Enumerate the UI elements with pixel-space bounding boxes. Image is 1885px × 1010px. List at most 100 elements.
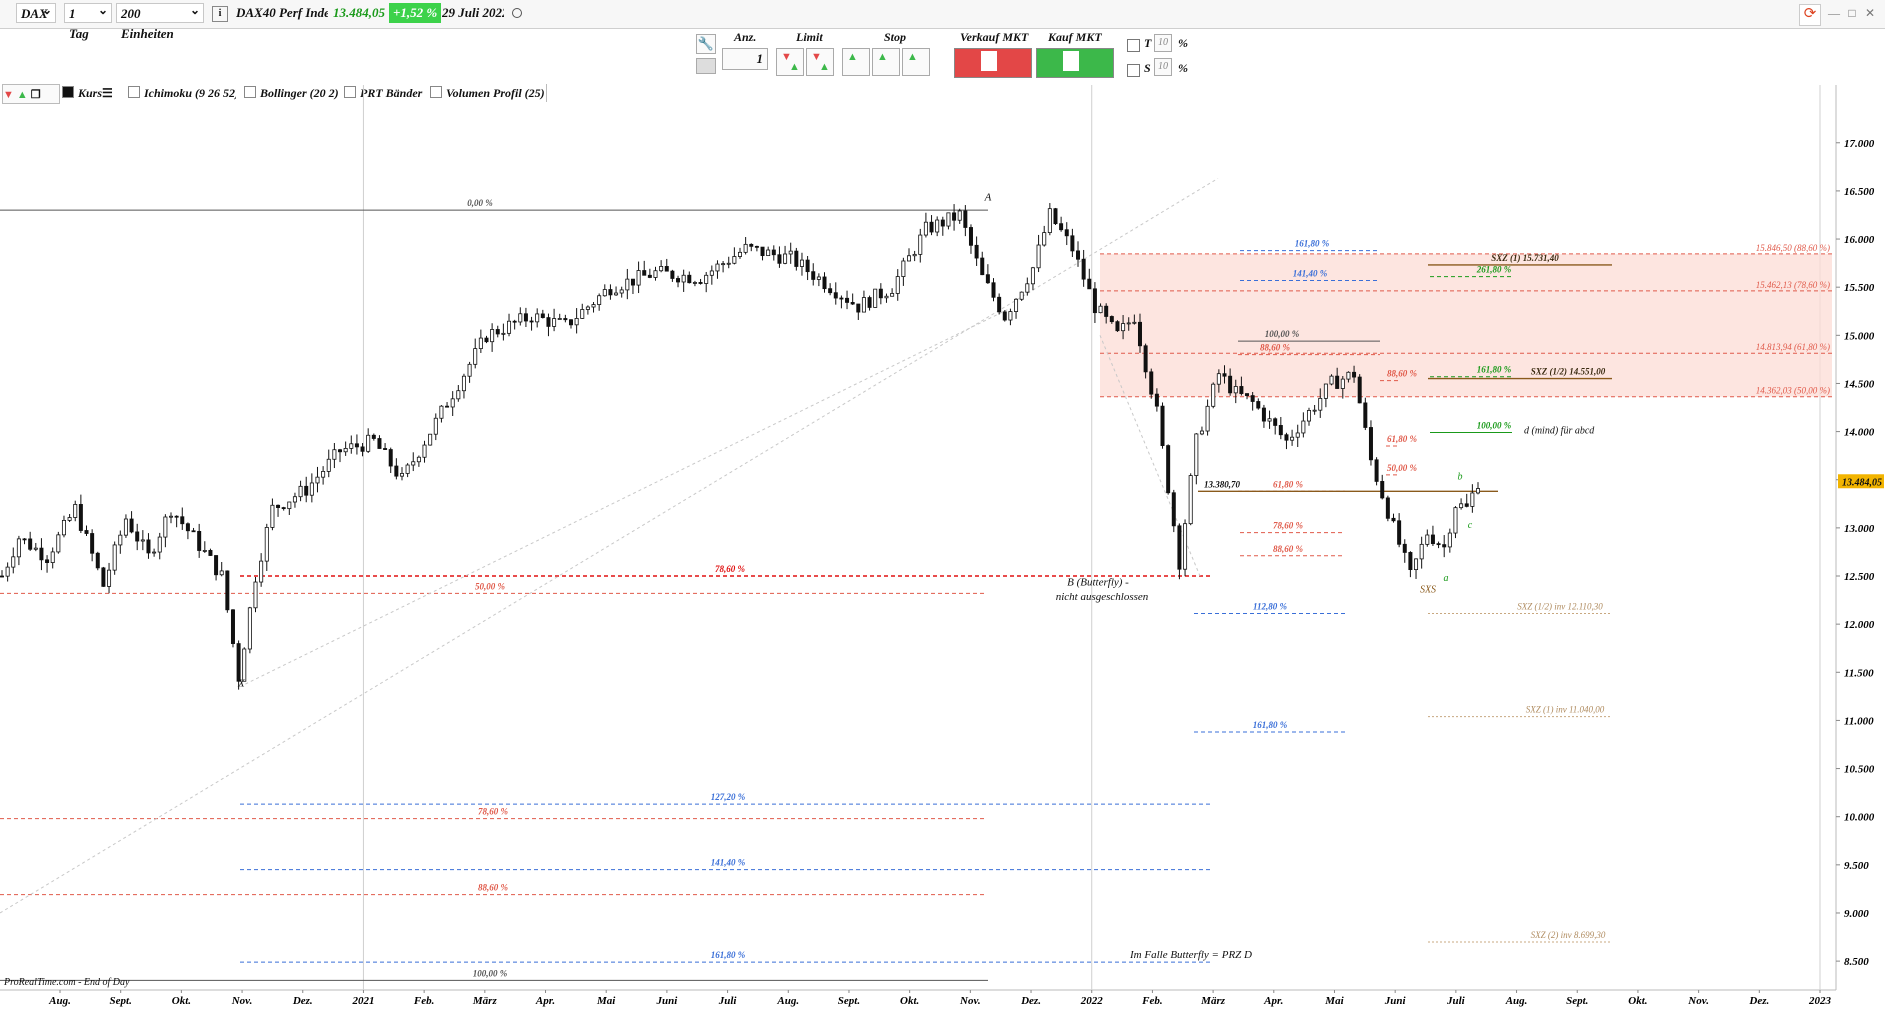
trend-line xyxy=(0,177,1219,914)
candle-body xyxy=(912,253,917,257)
trend-line xyxy=(239,307,1011,688)
candle-body xyxy=(50,551,55,563)
stop-button-3[interactable]: ▲ xyxy=(902,48,930,76)
x-tick-label: Okt. xyxy=(900,995,919,1007)
candle-body xyxy=(298,485,303,498)
candle-body xyxy=(1408,552,1413,571)
candle-body xyxy=(315,476,320,484)
candle-body xyxy=(501,332,506,335)
close-icon[interactable]: ✕ xyxy=(1864,6,1876,20)
indicator-volumen-profil[interactable]: Volumen Profil (25) xyxy=(430,84,547,102)
candle-body xyxy=(946,212,951,227)
sell-market-button[interactable] xyxy=(954,48,1032,78)
fib-level-label: 127,20 % xyxy=(711,792,746,802)
t-checkbox[interactable] xyxy=(1127,39,1140,52)
candle-body xyxy=(997,296,1002,313)
candle-body xyxy=(1183,523,1188,570)
candle-body xyxy=(980,257,985,276)
chart-annotation: c xyxy=(1468,520,1473,531)
chart-annotation: Im Falle Butterfly = PRZ D xyxy=(1129,949,1252,961)
candle-body xyxy=(473,348,478,365)
candle-body xyxy=(230,609,235,644)
limit-sell-button[interactable]: ▼ ▲ xyxy=(776,48,804,76)
limit-buy-button[interactable]: ▼ ▲ xyxy=(806,48,834,76)
candle-body xyxy=(1374,459,1379,482)
candle-body xyxy=(1132,321,1137,324)
timeframe-select[interactable]: 1 Tag xyxy=(64,0,112,41)
x-tick-label: 2023 xyxy=(1808,995,1832,1007)
arrow-down-icon: ▼ xyxy=(811,51,822,63)
minimize-icon[interactable]: — xyxy=(1828,6,1840,20)
candle-body xyxy=(1188,475,1193,525)
candle-body xyxy=(1352,371,1357,378)
candle-body xyxy=(276,504,281,508)
candle-body xyxy=(783,253,788,264)
copy-icon[interactable]: ❐ xyxy=(30,89,41,101)
t-input[interactable]: 10 xyxy=(1154,34,1172,52)
candle-body xyxy=(839,297,844,300)
candle-body xyxy=(1447,532,1452,548)
status-dot-icon[interactable] xyxy=(512,8,522,18)
candle-body xyxy=(123,518,128,536)
candle-body xyxy=(557,318,562,320)
x-tick-label: Nov. xyxy=(1687,995,1709,1007)
fib-level-label: 61,80 % xyxy=(1387,434,1418,444)
candle-body xyxy=(1261,407,1266,422)
candle-body xyxy=(1233,386,1238,394)
arrow-up-icon: ▲ xyxy=(789,61,800,73)
restore-icon[interactable]: □ xyxy=(1848,6,1856,20)
stop-button-2[interactable]: ▲ xyxy=(872,48,900,76)
candle-body xyxy=(1453,507,1458,534)
instrument-name: DAX40 Perf Index xyxy=(236,5,328,20)
candle-body xyxy=(833,292,838,299)
prz-zone xyxy=(1100,253,1832,397)
candle-body xyxy=(383,448,388,450)
y-tick-label: 14.500 xyxy=(1844,378,1875,390)
wrench-icon[interactable]: 🔧 xyxy=(696,34,716,54)
s-input[interactable]: 10 xyxy=(1154,58,1172,76)
list-icon[interactable]: ☰ xyxy=(102,86,113,100)
candle-body xyxy=(1340,378,1345,389)
candle-body xyxy=(1137,321,1142,347)
candle-body xyxy=(428,433,433,446)
x-tick-label: 2021 xyxy=(351,995,374,1007)
instrument-select[interactable]: DAX xyxy=(16,0,56,23)
candle-body xyxy=(1199,430,1204,435)
units-select[interactable]: 200 Einheiten xyxy=(116,0,204,41)
candle-body xyxy=(1002,311,1007,321)
candle-body xyxy=(1380,481,1385,499)
qty-input[interactable]: 1 xyxy=(722,48,768,70)
candle-body xyxy=(1228,375,1233,394)
candle-body xyxy=(591,304,596,308)
indicator-prt-baender[interactable]: PRT Bänder xyxy=(344,84,426,102)
y-tick-label: 10.000 xyxy=(1844,812,1875,824)
sell-arrow-icon[interactable]: ▼ xyxy=(3,89,14,101)
candle-body xyxy=(580,309,585,319)
candle-body xyxy=(1318,397,1323,411)
info-icon[interactable]: i xyxy=(212,6,228,22)
candle-body xyxy=(1278,425,1283,436)
candle-body xyxy=(56,534,61,553)
chart-annotation: b xyxy=(1458,472,1463,483)
candle-body xyxy=(270,504,275,528)
indicator-bollinger[interactable]: Bollinger (20 2) xyxy=(244,84,340,102)
fib-level-label: 100,00 % xyxy=(1265,329,1300,339)
candle-body xyxy=(771,249,776,256)
candle-body xyxy=(676,278,681,283)
s-checkbox[interactable] xyxy=(1127,64,1140,77)
x-tick-label: Aug. xyxy=(1505,995,1528,1007)
grid-icon[interactable] xyxy=(696,58,716,74)
indicator-ichimoku[interactable]: Ichimoku (9 26 52) xyxy=(128,84,236,102)
y-tick-label: 8.500 xyxy=(1844,956,1869,968)
candle-body xyxy=(647,274,652,278)
candle-body xyxy=(22,538,27,541)
sxz-level-label: SXZ (2) inv 8.699,30 xyxy=(1531,930,1606,940)
refresh-icon[interactable]: ⟳ xyxy=(1799,4,1821,26)
buy-arrow-icon[interactable]: ▲ xyxy=(16,89,28,101)
candle-body xyxy=(495,329,500,335)
stop-button-1[interactable]: ▲ xyxy=(842,48,870,76)
buy-market-button[interactable] xyxy=(1036,48,1114,78)
checkbox-icon xyxy=(344,86,356,98)
indicator-kurs[interactable]: Kurs xyxy=(62,84,102,102)
